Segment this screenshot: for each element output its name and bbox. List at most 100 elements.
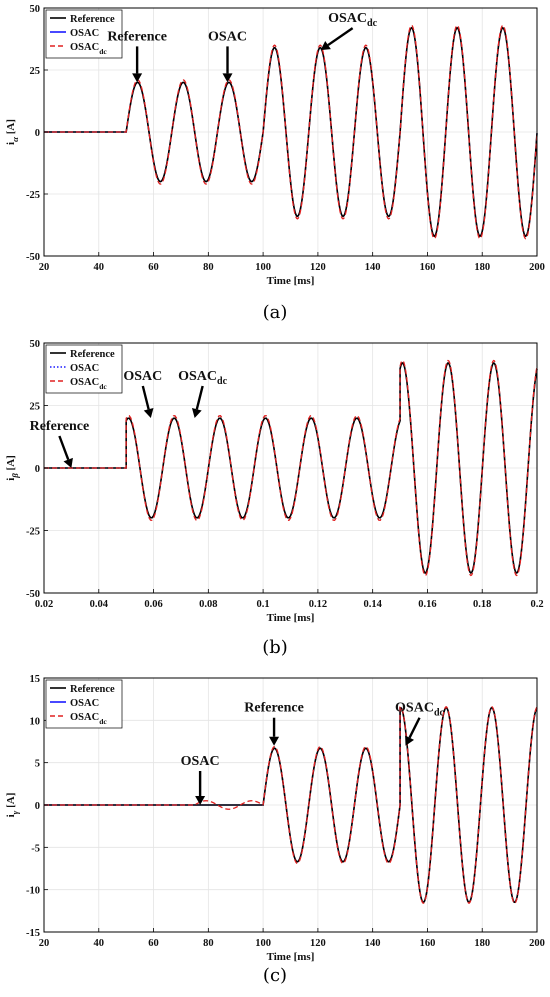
chart-panel-b: 0.02 0.04 0.06 0.08 0.1 0.12 0.14 0.16 0.18 0.2 -5… — [0, 335, 550, 668]
chart-panel-c: 20 40 60 80 100 120 140 160 180 200 -15 -10 -5 0 5 10 15… — [0, 668, 550, 997]
x-tick-label: 80 — [203, 262, 214, 273]
x-tick-label: 160 — [420, 938, 436, 949]
x-tick-label: 100 — [255, 938, 271, 949]
y-tick-label: -10 — [26, 886, 40, 897]
legend-entry: OSAC — [70, 28, 99, 39]
x-tick-label: 200 — [529, 938, 545, 949]
legend: Reference OSAC OSACdc — [45, 344, 123, 394]
x-tick-label: 20 — [39, 262, 50, 273]
legend-entry: OSAC — [70, 698, 99, 709]
x-tick-label: 0.12 — [309, 599, 327, 610]
annotation-label: Reference — [244, 701, 304, 716]
x-tick-label: 40 — [94, 938, 105, 949]
series-line-osac-dc — [44, 359, 538, 577]
x-tick-label: 200 — [529, 262, 545, 273]
y-axis-label: iβ [A] — [5, 455, 20, 481]
chart-b: 0.02 0.04 0.06 0.08 0.1 0.12 0.14 0.16 0.18 0.2 -5… — [5, 339, 544, 624]
annotations: Reference OSAC OSACdc — [30, 369, 228, 468]
chart-c: 20 40 60 80 100 120 140 160 180 200 -15 -10 -5 0 5 10 15… — [5, 674, 545, 963]
legend-entry: Reference — [70, 14, 115, 25]
annotation-label: OSAC — [123, 369, 162, 384]
x-tick-label: 40 — [94, 262, 105, 273]
annotations: Reference OSAC OSACdc — [107, 11, 378, 83]
y-tick-label: 10 — [30, 716, 41, 727]
y-tick-label: 0 — [35, 464, 40, 475]
y-tick-label: -5 — [31, 843, 40, 854]
panel-c-caption: (c) — [262, 965, 288, 986]
legend-entry: OSACdc — [70, 712, 107, 726]
panel-b-caption: (b) — [262, 637, 288, 658]
series-group — [44, 359, 538, 577]
annotation-label: Reference — [107, 29, 167, 44]
x-tick-label: 0.08 — [199, 599, 217, 610]
annotation-arrowhead — [63, 457, 73, 468]
y-tick-label: 0 — [35, 801, 40, 812]
chart-a: 20 40 60 80 100 120 140 160 180 200 -50 -25 0 25 50 Tim… — [5, 4, 545, 287]
annotation-label: OSACdc — [395, 701, 445, 719]
y-tick-label: -25 — [26, 527, 40, 538]
x-tick-label: 0.16 — [418, 599, 436, 610]
y-tick-label: 50 — [30, 339, 41, 350]
x-tick-label: 60 — [148, 262, 159, 273]
y-tick-label: 15 — [30, 674, 41, 685]
y-axis-label: iα [A] — [5, 119, 20, 145]
legend: Reference OSAC OSACdc — [45, 679, 123, 729]
annotation-arrow — [195, 385, 204, 410]
annotation-arrowhead — [269, 736, 280, 746]
annotation-arrowhead — [405, 735, 415, 746]
annotation-arrowhead — [195, 796, 206, 805]
annotation-arrow — [327, 27, 354, 47]
legend-entry: Reference — [70, 349, 115, 360]
legend: Reference OSAC OSACdc — [45, 9, 123, 59]
annotations: OSAC Reference OSACdc — [181, 701, 445, 805]
annotation-arrowhead — [191, 408, 202, 418]
annotation-arrow — [141, 385, 150, 410]
series-group — [44, 24, 538, 240]
legend-entry: Reference — [70, 684, 115, 695]
y-tick-label: -50 — [26, 252, 40, 263]
legend-entry: OSACdc — [70, 42, 107, 56]
y-tick-label: -15 — [26, 928, 40, 939]
x-tick-label: 80 — [203, 938, 214, 949]
series-line-osac-dc — [44, 24, 538, 240]
annotation-arrow — [58, 435, 70, 460]
annotation-arrowhead — [320, 40, 331, 51]
annotation-label: OSAC — [208, 29, 247, 44]
x-tick-label: 160 — [420, 262, 436, 273]
annotation-arrowhead — [132, 73, 143, 83]
y-tick-label: 25 — [30, 402, 41, 413]
x-tick-label: 180 — [474, 938, 490, 949]
x-tick-label: 60 — [148, 938, 159, 949]
chart-panel-a: 20 40 60 80 100 120 140 160 180 200 -50 -25 0 25 50 Tim… — [0, 0, 550, 335]
annotation-arrowhead — [222, 73, 233, 83]
x-tick-label: 0.1 — [257, 599, 270, 610]
x-tick-label: 180 — [474, 262, 490, 273]
x-tick-label: 120 — [310, 262, 326, 273]
y-axis-label: iγ [A] — [5, 793, 20, 818]
x-tick-label: 0.06 — [144, 599, 162, 610]
x-axis-label: Time [ms] — [267, 951, 315, 963]
annotation-label: OSACdc — [328, 11, 378, 29]
annotation-arrow — [408, 717, 421, 739]
panel-a-caption: (a) — [262, 302, 288, 323]
x-tick-label: 0.2 — [530, 599, 543, 610]
y-tick-label: -25 — [26, 190, 40, 201]
annotation-arrowhead — [143, 408, 154, 418]
annotation-label: OSAC — [181, 754, 220, 769]
x-tick-label: 0.18 — [473, 599, 491, 610]
x-axis-label: Time [ms] — [267, 612, 315, 624]
y-tick-label: 0 — [35, 128, 40, 139]
x-tick-label: 0.04 — [90, 599, 109, 610]
y-tick-label: -50 — [26, 589, 40, 600]
legend-entry: OSACdc — [70, 377, 107, 391]
x-tick-label: 140 — [365, 938, 381, 949]
x-tick-label: 120 — [310, 938, 326, 949]
annotation-label: Reference — [30, 419, 90, 434]
y-tick-label: 50 — [30, 4, 41, 15]
series-line-osac-dc — [44, 706, 538, 904]
legend-entry: OSAC — [70, 363, 99, 374]
x-tick-label: 20 — [39, 938, 50, 949]
x-axis-label: Time [ms] — [267, 275, 315, 287]
x-tick-label: 0.14 — [363, 599, 382, 610]
x-tick-label: 100 — [255, 262, 271, 273]
